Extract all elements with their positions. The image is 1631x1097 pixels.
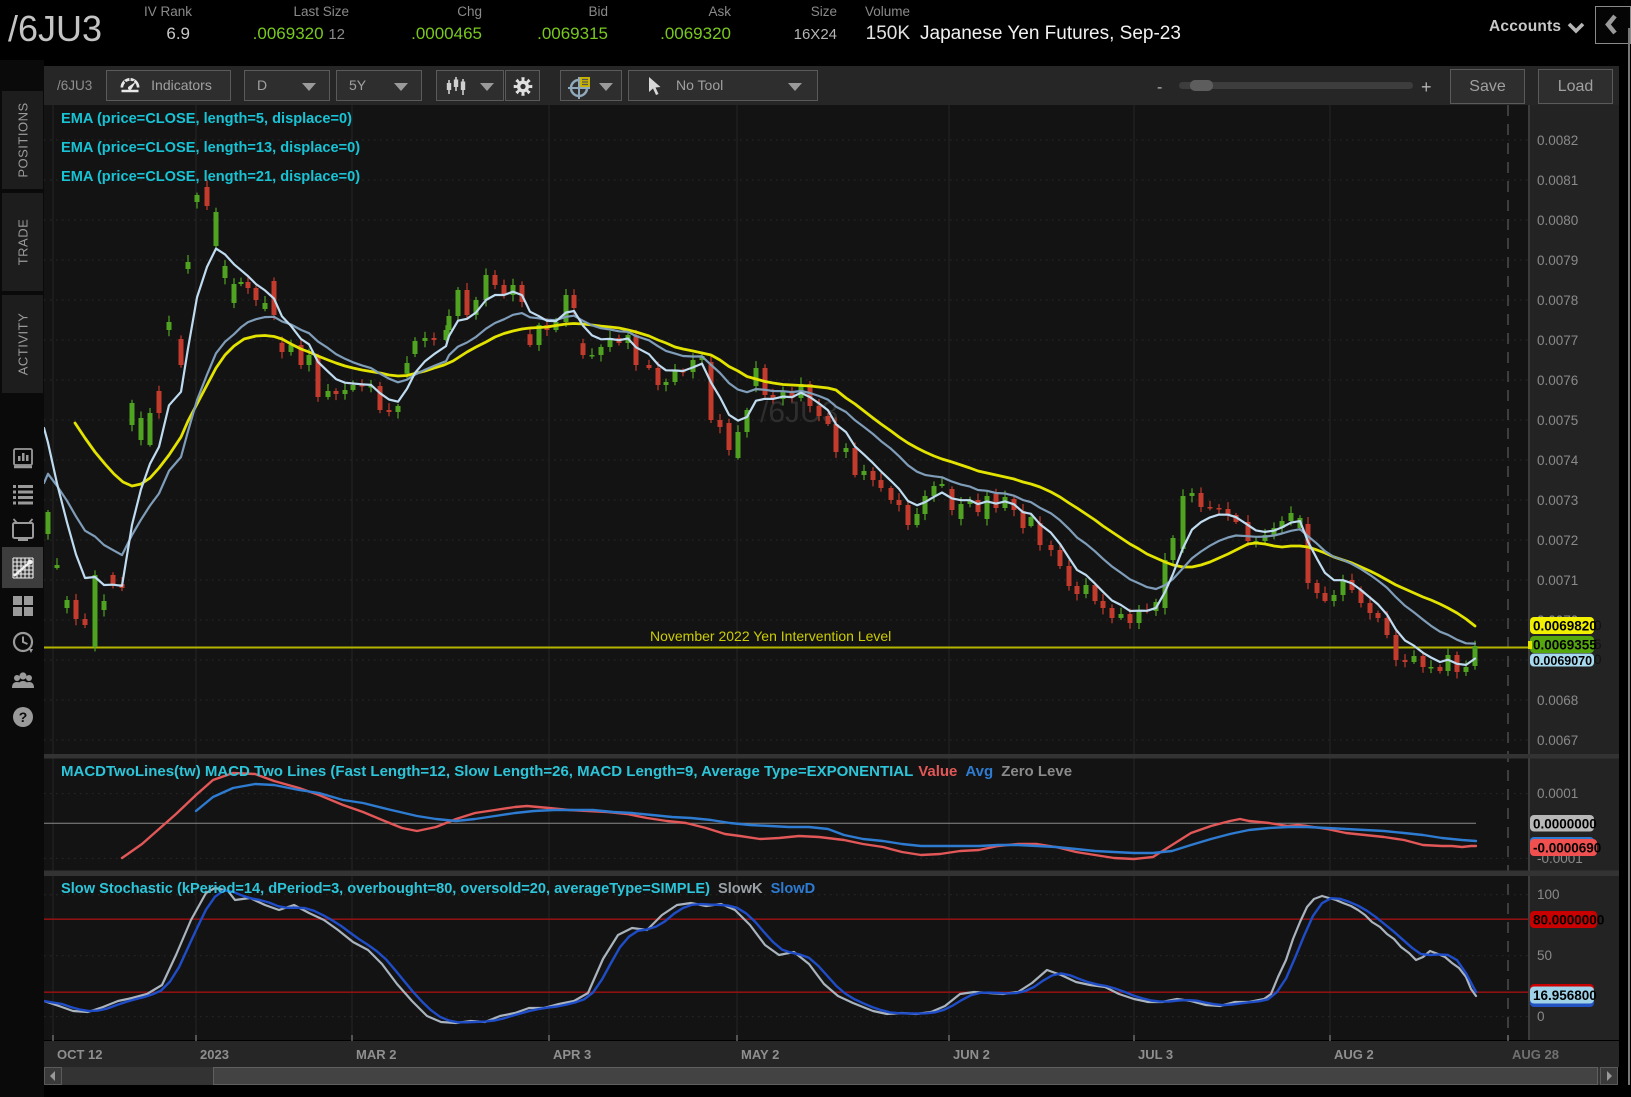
svg-text:EMA (price=CLOSE, length=5, di: EMA (price=CLOSE, length=5, displace=0) bbox=[61, 111, 352, 127]
svg-text:0.0069070: 0.0069070 bbox=[1533, 654, 1592, 668]
svg-text:0.0074: 0.0074 bbox=[1537, 453, 1579, 468]
svg-text:0.0069355: 0.0069355 bbox=[1533, 638, 1597, 653]
svg-text:0.0068: 0.0068 bbox=[1537, 693, 1578, 708]
svg-text:November 2022 Yen Intervention: November 2022 Yen Intervention Level bbox=[650, 628, 891, 644]
svg-text:/6JU3: /6JU3 bbox=[760, 396, 838, 429]
svg-text:0.0081: 0.0081 bbox=[1537, 173, 1578, 188]
svg-text:100: 100 bbox=[1537, 887, 1560, 902]
svg-text:0: 0 bbox=[1537, 1009, 1545, 1024]
svg-text:16.956800: 16.956800 bbox=[1533, 988, 1597, 1003]
svg-text:0.0077: 0.0077 bbox=[1537, 333, 1578, 348]
svg-text:0.0071: 0.0071 bbox=[1537, 573, 1578, 588]
svg-text:0.0000000: 0.0000000 bbox=[1533, 816, 1597, 831]
svg-text:MACDTwoLines(tw) MACD Two Line: MACDTwoLines(tw) MACD Two Lines (Fast Le… bbox=[61, 763, 1072, 780]
svg-text:0.0067: 0.0067 bbox=[1537, 733, 1578, 748]
svg-text:80.0000000: 80.0000000 bbox=[1533, 913, 1604, 928]
svg-text:0: 0 bbox=[1594, 652, 1602, 667]
svg-text:?: ? bbox=[19, 709, 28, 725]
svg-text:0.0082: 0.0082 bbox=[1537, 133, 1578, 148]
svg-text:0.0080: 0.0080 bbox=[1537, 213, 1578, 228]
svg-text:0.0078: 0.0078 bbox=[1537, 293, 1578, 308]
svg-text:0: 0 bbox=[1594, 618, 1602, 633]
svg-text:50: 50 bbox=[1537, 948, 1552, 963]
svg-text:EMA (price=CLOSE, length=21, d: EMA (price=CLOSE, length=21, displace=0) bbox=[61, 169, 360, 185]
svg-text:0.0001: 0.0001 bbox=[1537, 786, 1578, 801]
svg-text:5: 5 bbox=[1594, 637, 1602, 652]
svg-text:0.0072: 0.0072 bbox=[1537, 533, 1578, 548]
svg-text:0.0076: 0.0076 bbox=[1537, 373, 1578, 388]
svg-text:0.0073: 0.0073 bbox=[1537, 493, 1578, 508]
svg-text:0.0069820: 0.0069820 bbox=[1533, 619, 1597, 634]
svg-text:Slow Stochastic (kPeriod=14, d: Slow Stochastic (kPeriod=14, dPeriod=3, … bbox=[61, 881, 815, 897]
svg-text:-0.0000690: -0.0000690 bbox=[1533, 841, 1601, 856]
svg-text:EMA (price=CLOSE, length=13, d: EMA (price=CLOSE, length=13, displace=0) bbox=[61, 140, 360, 156]
svg-text:0.0079: 0.0079 bbox=[1537, 253, 1578, 268]
svg-text:0.0075: 0.0075 bbox=[1537, 413, 1578, 428]
